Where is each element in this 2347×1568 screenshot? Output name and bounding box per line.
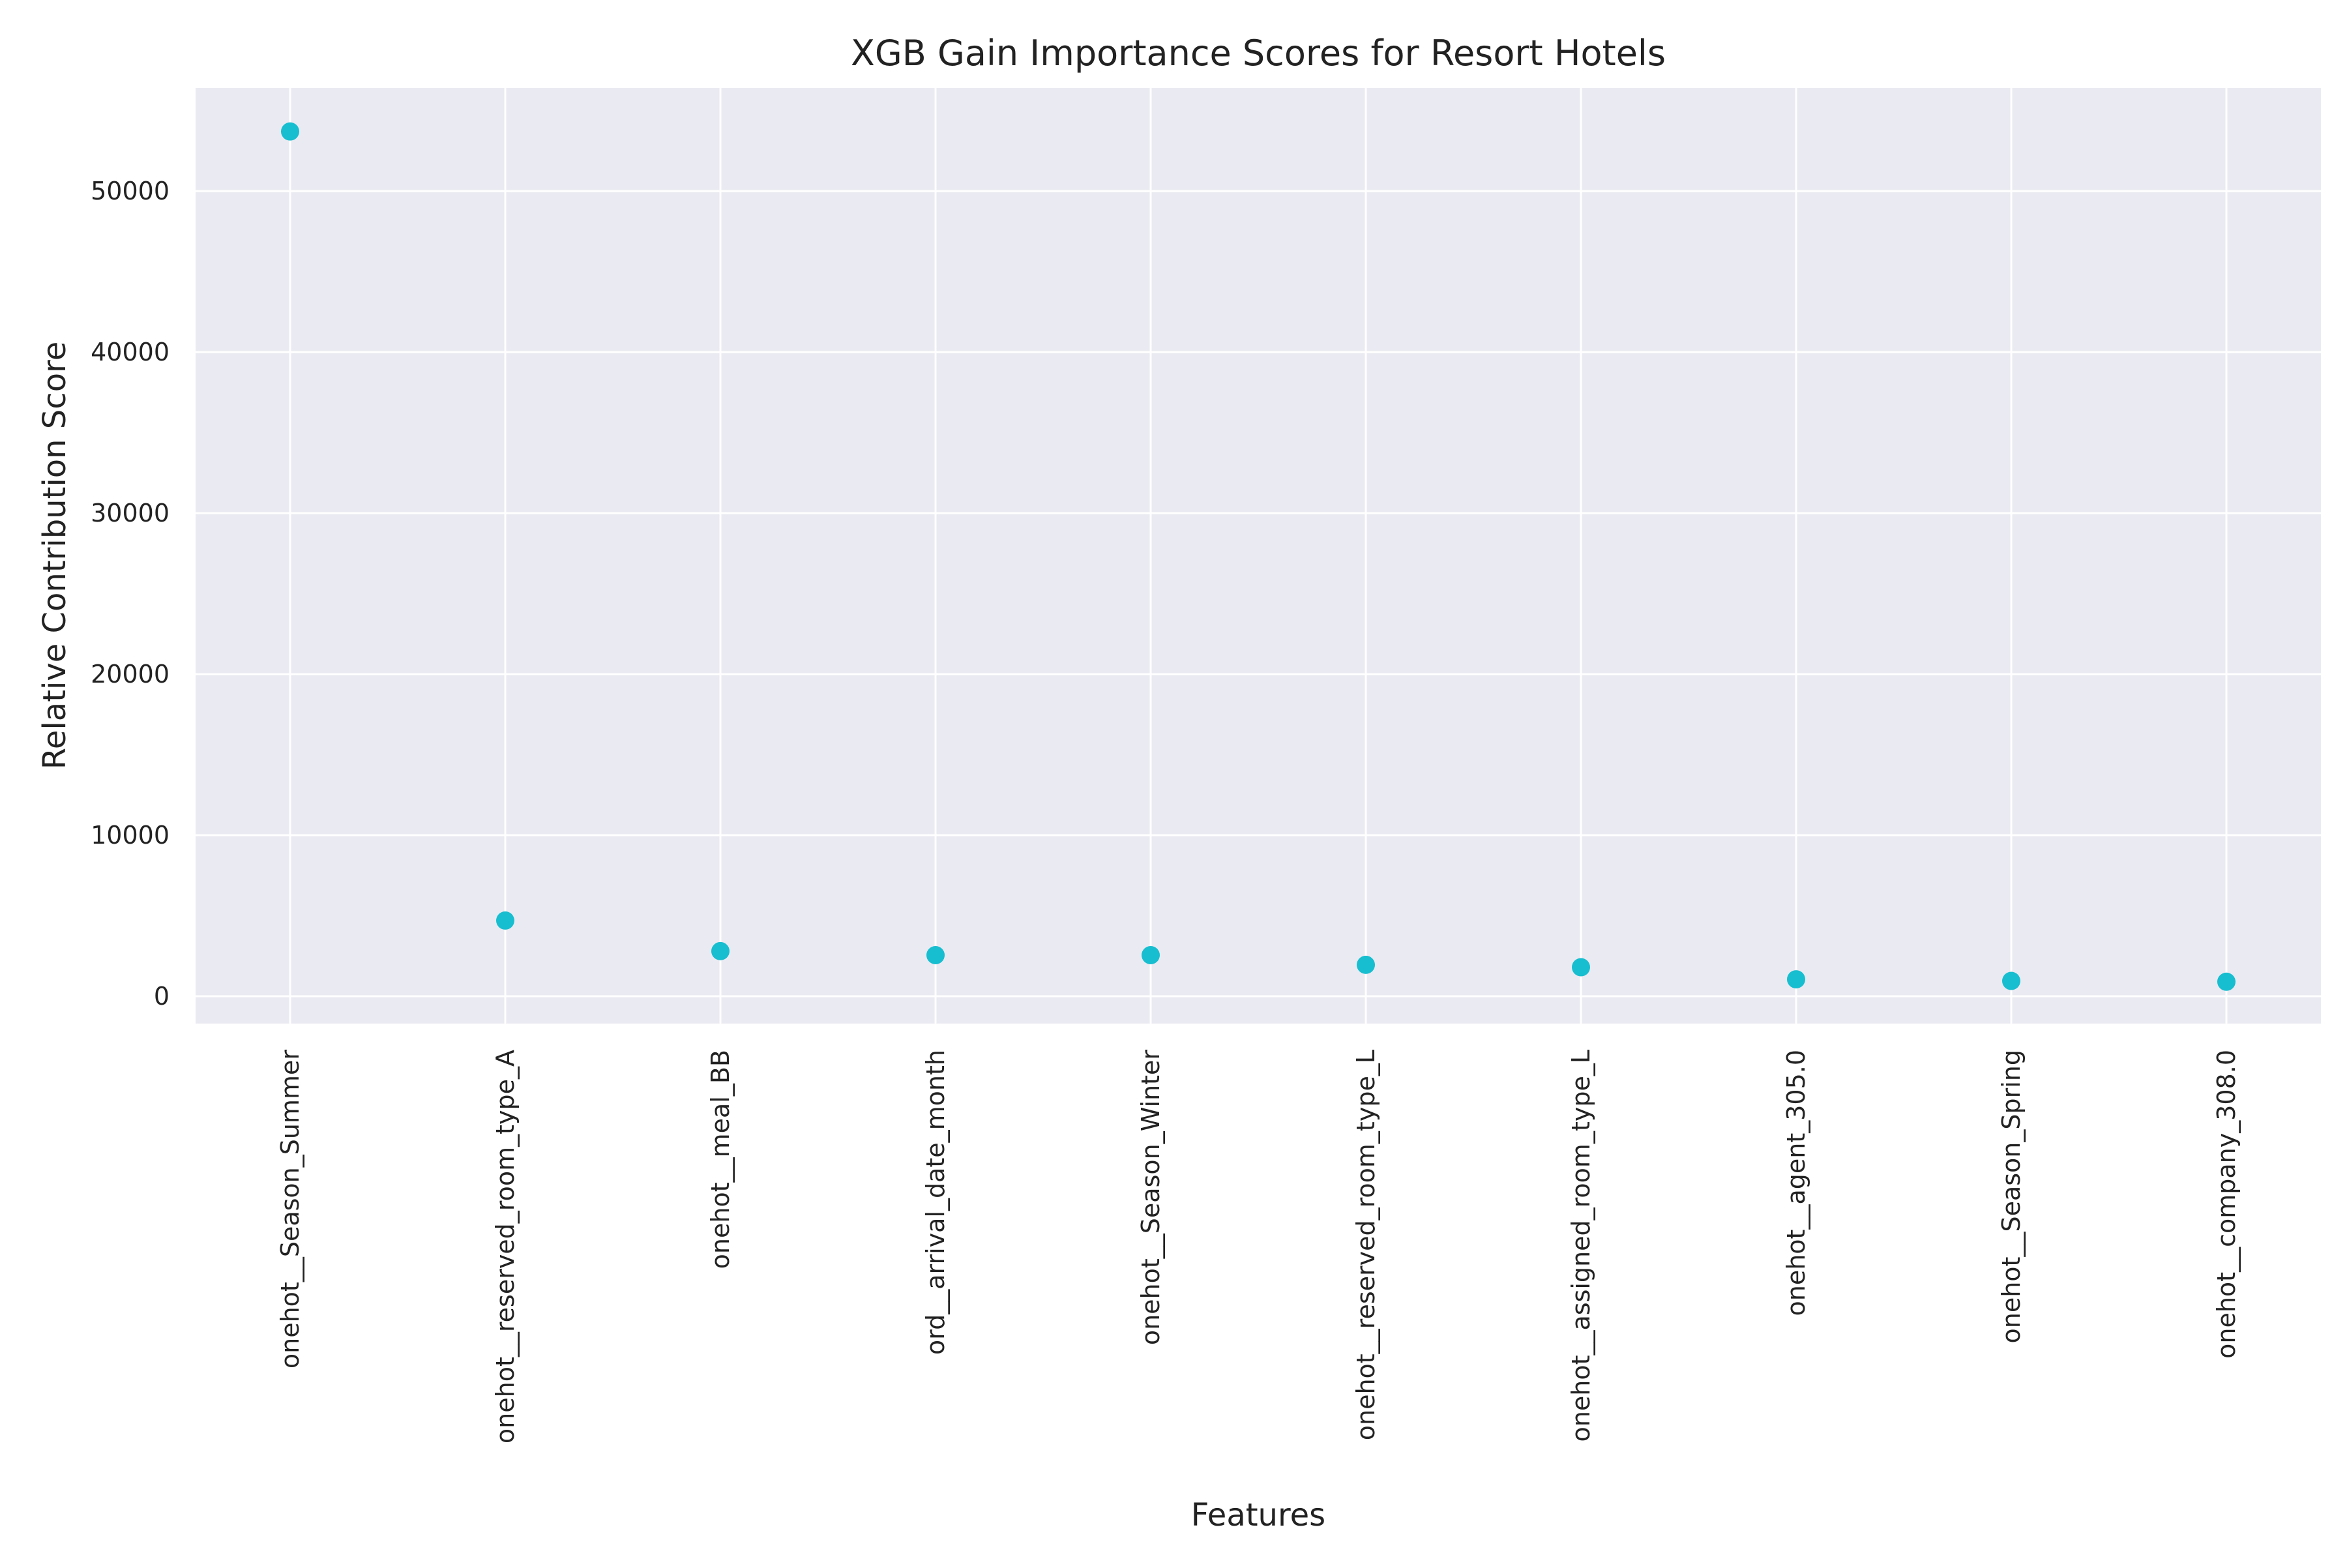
chart-title: XGB Gain Importance Scores for Resort Ho… — [851, 33, 1666, 74]
x-tick-label: ord__arrival_date_month — [921, 1050, 950, 1355]
plot-area — [196, 88, 2321, 1024]
data-point — [1142, 946, 1160, 965]
y-tick-label: 0 — [154, 982, 170, 1011]
y-tick-labels: 0 10000 20000 30000 40000 50000 — [91, 177, 170, 1011]
y-axis-label: Relative Contribution Score — [37, 342, 73, 770]
y-tick-label: 50000 — [91, 177, 170, 205]
x-tick-labels: onehot__Season_Summer onehot__reserved_ro… — [276, 1050, 2241, 1443]
data-point — [926, 946, 945, 965]
y-tick-label: 20000 — [91, 660, 170, 688]
data-point — [711, 941, 730, 960]
x-tick-label: onehot__reserved_room_type_L — [1351, 1050, 1380, 1440]
x-axis-label: Features — [1191, 1497, 1325, 1533]
data-point — [281, 122, 299, 141]
x-tick-label: onehot__agent_305.0 — [1782, 1050, 1810, 1316]
data-point — [1357, 955, 1375, 974]
x-tick-label: onehot__Season_Winter — [1136, 1050, 1165, 1346]
data-point — [2217, 972, 2236, 991]
x-tick-label: onehot__Season_Summer — [276, 1050, 304, 1368]
data-point — [2002, 971, 2020, 990]
data-point — [496, 911, 514, 930]
x-tick-label: onehot__assigned_room_type_L — [1567, 1050, 1595, 1442]
x-tick-label: onehot__company_308.0 — [2212, 1050, 2241, 1359]
grid-layer — [196, 88, 2321, 1024]
x-tick-label: onehot__Season_Spring — [1997, 1050, 2026, 1344]
y-tick-label: 40000 — [91, 338, 170, 366]
data-point — [1572, 958, 1590, 977]
points-layer — [281, 122, 2236, 991]
data-point — [1787, 970, 1805, 989]
y-tick-label: 10000 — [91, 821, 170, 850]
x-tick-label: onehot__meal_BB — [706, 1050, 735, 1269]
x-tick-label: onehot__reserved_room_type_A — [491, 1050, 520, 1443]
y-tick-label: 30000 — [91, 499, 170, 527]
